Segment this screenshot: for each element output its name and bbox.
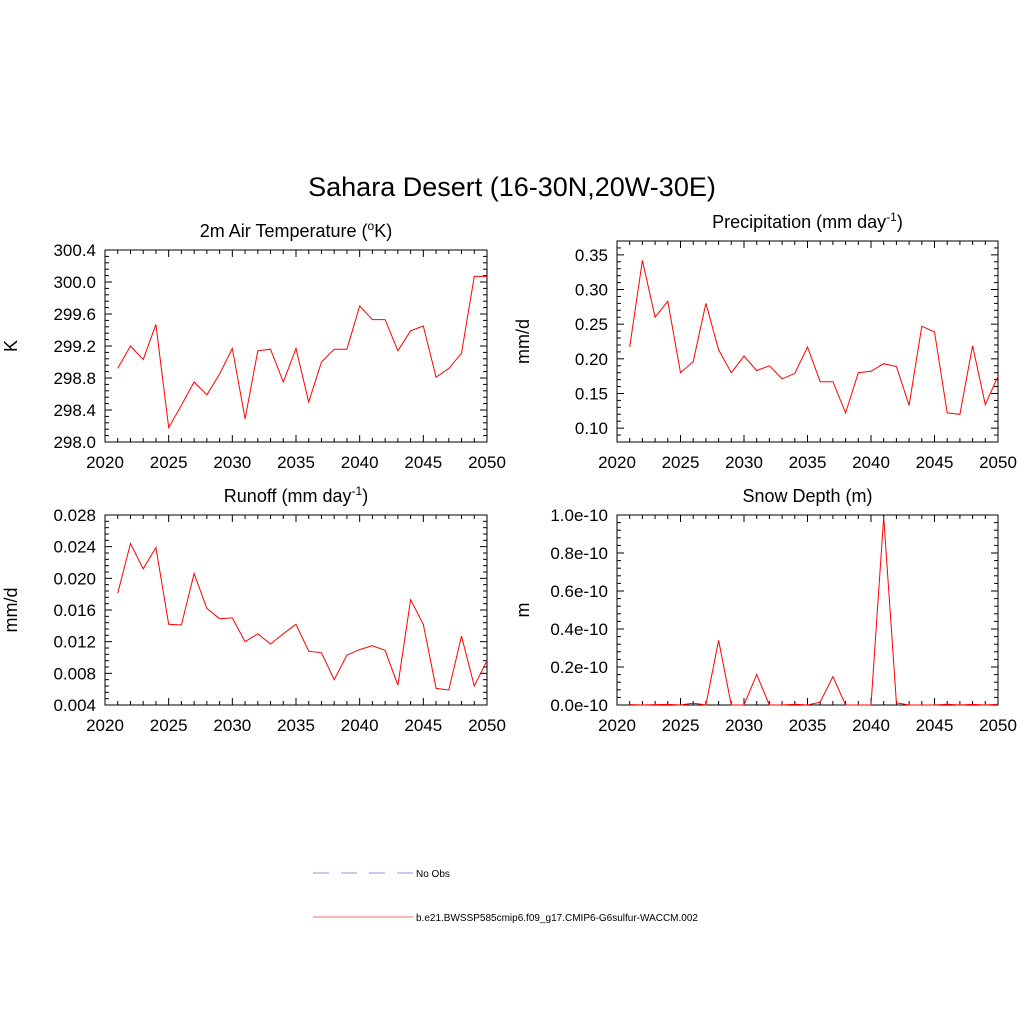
y-tick-label: 0.016: [53, 601, 96, 620]
x-tick-label: 2050: [979, 716, 1017, 735]
x-tick-label: 2025: [662, 716, 700, 735]
figure-title: Sahara Desert (16-30N,20W-30E): [308, 172, 716, 202]
y-tick-label: 0.0e-10: [550, 696, 608, 715]
x-tick-label: 2040: [341, 453, 379, 472]
y-tick-label: 0.20: [575, 350, 608, 369]
chart-3: 2020 2025 2030 2035 2040 2045 2050 0.004 0.008 0.…: [1, 484, 506, 735]
x-tick-label: 2035: [277, 453, 315, 472]
x-tick-label: 2045: [916, 716, 954, 735]
y-tick-label: 298.8: [53, 369, 96, 388]
plot-frame: [616, 514, 999, 706]
x-tick-label: 2040: [852, 453, 890, 472]
chart-4: 2020 2025 2030 2035 2040 2045 2050 0.0e-10 0.2e-…: [513, 486, 1017, 735]
panel-title-main: Precipitation (mm day: [712, 212, 886, 232]
panel-title-main: Snow Depth (m): [742, 486, 872, 506]
x-tick-label: 2045: [404, 453, 442, 472]
y-axis-label: m: [513, 603, 533, 618]
series-line-1: [117, 275, 487, 430]
series-line-1: [629, 260, 999, 415]
panel-title: Precipitation (mm day-1): [712, 210, 903, 232]
panel-title-tail: ): [362, 486, 368, 506]
y-axis-label: mm/d: [1, 588, 21, 633]
x-tick-label: 2030: [725, 716, 763, 735]
y-tick-label: 1.0e-10: [550, 506, 608, 525]
y-tick-label: 0.028: [53, 506, 96, 525]
panel-title-tail: ): [897, 212, 903, 232]
y-tick-label: 0.35: [575, 246, 608, 265]
y-axis-label: mm/d: [513, 319, 533, 364]
x-tick-label: 2035: [789, 453, 827, 472]
y-tick-label: 299.2: [53, 337, 96, 356]
x-tick-label: 2040: [341, 716, 379, 735]
legend: No Obs b.e21.BWSSP585cmip6.f09_g17.CMIP6-…: [313, 869, 698, 924]
y-tick-label: 0.2e-10: [550, 658, 608, 677]
panel-title-tail: K): [374, 221, 392, 241]
x-tick-label: 2025: [150, 453, 188, 472]
series-line-1: [117, 542, 488, 691]
panel-title: 2m Air Temperature (oK): [200, 219, 392, 241]
x-tick-label: 2020: [598, 453, 636, 472]
x-tick-label: 2025: [150, 716, 188, 735]
chart-panels: 2020 2025 2030 2035 2040 2045 2050 298.0 298.4 29…: [1, 210, 1017, 735]
x-tick-label: 2030: [725, 453, 763, 472]
y-tick-label: 0.024: [53, 538, 96, 557]
y-tick-label: 300.4: [53, 241, 96, 260]
panel-title-main: 2m Air Temperature (: [200, 221, 368, 241]
series-line-1: [629, 516, 999, 706]
y-tick-label: 0.4e-10: [550, 620, 608, 639]
y-tick-label: 298.0: [53, 433, 96, 452]
panel-title: Snow Depth (m): [742, 486, 872, 506]
y-tick-label: 0.004: [53, 696, 96, 715]
x-tick-label: 2030: [213, 716, 251, 735]
x-tick-label: 2020: [86, 716, 124, 735]
panel-title-superscript: o: [368, 219, 375, 233]
x-tick-label: 2025: [662, 453, 700, 472]
y-tick-label: 299.6: [53, 305, 96, 324]
x-tick-label: 2020: [598, 716, 636, 735]
plot-frame: [616, 240, 999, 443]
legend-label-2: b.e21.BWSSP585cmip6.f09_g17.CMIP6-G6sulf…: [416, 913, 698, 924]
y-tick-label: 0.008: [53, 664, 96, 683]
x-tick-label: 2045: [404, 716, 442, 735]
x-tick-label: 2045: [916, 453, 954, 472]
x-tick-label: 2030: [213, 453, 251, 472]
panel-title: Runoff (mm day-1): [224, 484, 368, 506]
x-tick-label: 2050: [468, 453, 506, 472]
y-tick-label: 300.0: [53, 273, 96, 292]
x-tick-label: 2040: [852, 716, 890, 735]
y-tick-label: 0.10: [575, 419, 608, 438]
x-tick-label: 2050: [979, 453, 1017, 472]
x-tick-label: 2050: [468, 716, 506, 735]
panel-title-main: Runoff (mm day: [224, 486, 352, 506]
y-axis-label: K: [1, 340, 21, 352]
y-tick-label: 0.6e-10: [550, 582, 608, 601]
x-tick-label: 2035: [789, 716, 827, 735]
chart-2: 2020 2025 2030 2035 2040 2045 2050 0.10 0.15 0.20…: [513, 210, 1017, 472]
y-tick-label: 0.020: [53, 569, 96, 588]
panel-title-superscript: -1: [352, 484, 363, 498]
plot-frame: [104, 514, 488, 706]
y-tick-label: 0.8e-10: [550, 544, 608, 563]
y-tick-label: 0.25: [575, 315, 608, 334]
chart-1: 2020 2025 2030 2035 2040 2045 2050 298.0 298.4 29…: [1, 219, 506, 472]
panel-title-superscript: -1: [886, 210, 897, 224]
y-tick-label: 0.012: [53, 633, 96, 652]
x-tick-label: 2035: [277, 716, 315, 735]
x-tick-label: 2020: [86, 453, 124, 472]
y-tick-label: 0.15: [575, 384, 608, 403]
y-tick-label: 298.4: [53, 401, 96, 420]
y-tick-label: 0.30: [575, 281, 608, 300]
plot-frame: [104, 249, 488, 443]
legend-label-1: No Obs: [416, 869, 450, 880]
